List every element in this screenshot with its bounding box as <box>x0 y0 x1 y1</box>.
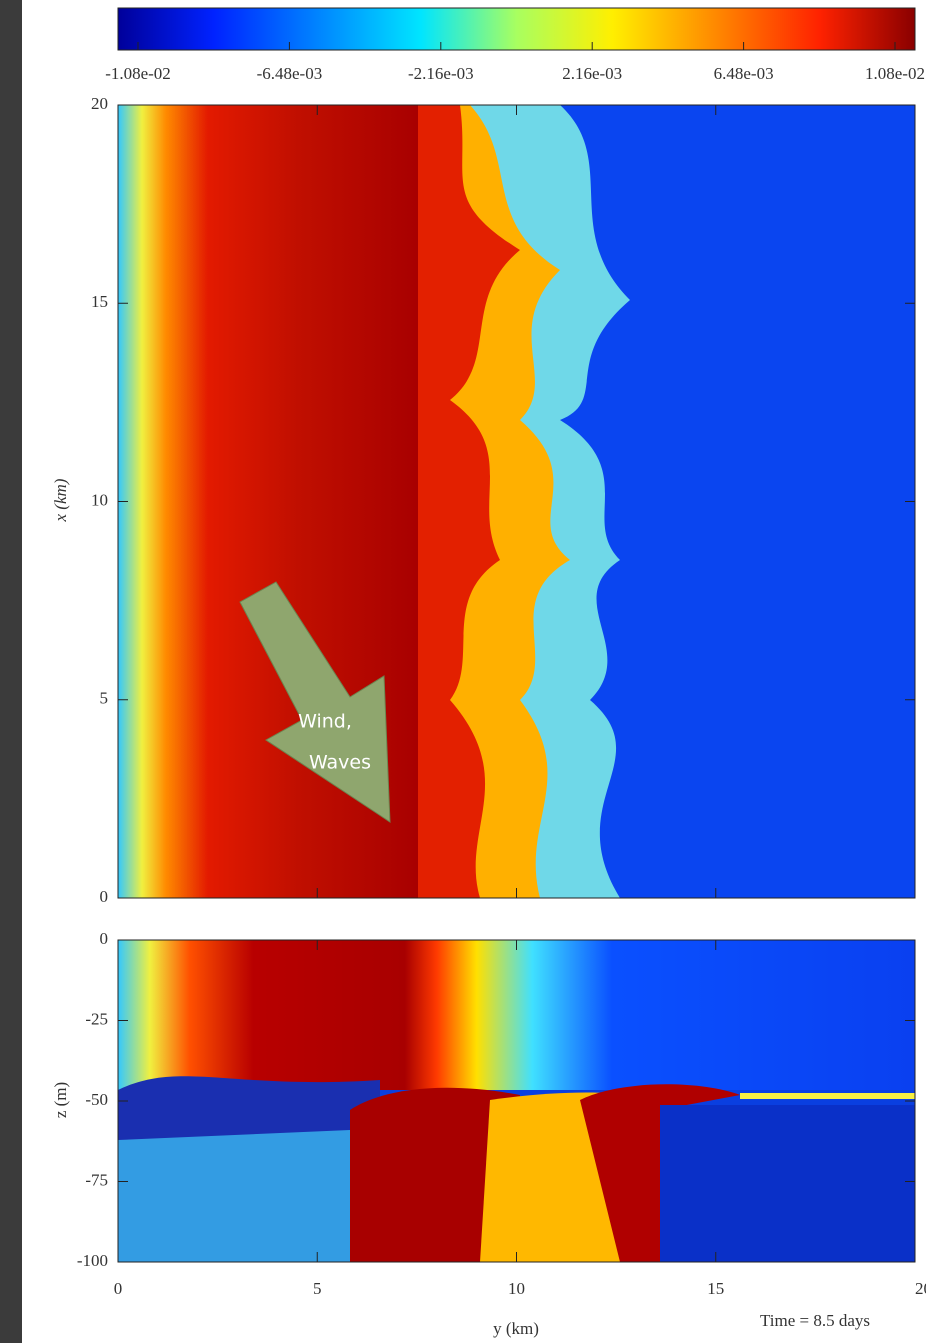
y-tick-label: 0 <box>100 929 109 948</box>
colorbar <box>117 7 916 51</box>
top-heatmap <box>118 105 915 898</box>
time-label: Time = 8.5 days <box>760 1311 870 1330</box>
colorbar-tick-label: -6.48e-03 <box>257 64 323 83</box>
y-tick-label: -75 <box>85 1170 108 1189</box>
y-tick-label: 5 <box>100 689 109 708</box>
x-tick-label: 15 <box>707 1279 724 1298</box>
y-tick-label: 10 <box>91 490 108 509</box>
bottom-heatmap <box>118 940 915 1262</box>
y-tick-label: -50 <box>85 1090 108 1109</box>
colorbar-tick-label: -1.08e-02 <box>105 64 171 83</box>
annotation-text: Wind, <box>298 711 352 733</box>
colorbar-tick-label: 2.16e-03 <box>562 64 622 83</box>
y-axis-label: z (m) <box>51 1082 70 1118</box>
x-tick-label: 20 <box>915 1279 926 1298</box>
annotation-text: Waves <box>309 752 371 774</box>
colorbar-tick-label: 6.48e-03 <box>714 64 774 83</box>
annotation-arrow <box>239 581 391 823</box>
y-tick-label: 0 <box>100 887 109 906</box>
x-tick-label: 5 <box>313 1279 322 1298</box>
y-tick-label: -100 <box>77 1251 108 1270</box>
y-tick-label: 20 <box>91 94 108 113</box>
y-tick-label: -25 <box>85 1009 108 1028</box>
x-tick-label: 0 <box>114 1279 123 1298</box>
x-axis-label: y (km) <box>493 1319 539 1338</box>
colorbar-tick-label: 1.08e-02 <box>865 64 925 83</box>
y-axis-label: x (km) <box>51 478 70 522</box>
colorbar-tick-label: -2.16e-03 <box>408 64 474 83</box>
x-tick-label: 10 <box>508 1279 525 1298</box>
y-tick-label: 15 <box>91 292 108 311</box>
